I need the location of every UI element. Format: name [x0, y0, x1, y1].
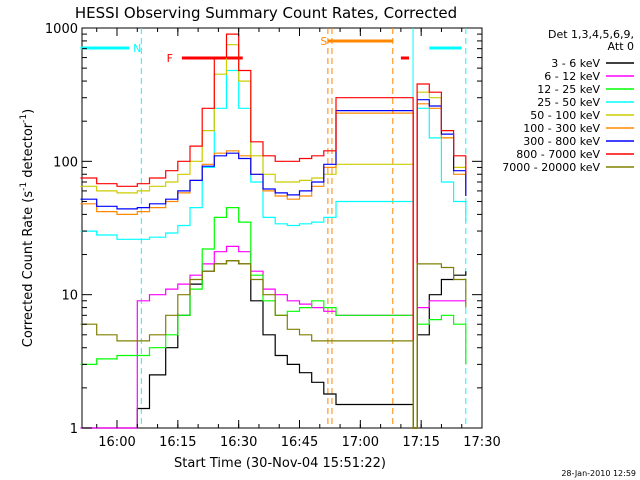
series-layer	[80, 33, 467, 429]
series-line	[80, 99, 467, 429]
x-tick-label: 16:00	[98, 435, 135, 450]
x-tick-label: 17:00	[342, 435, 379, 450]
legend-entry-label: 100 - 300 keV	[523, 122, 600, 135]
x-axis-ticks: 16:00 16:15 16:30 16:45 17:00 17:15 17:30	[96, 28, 501, 450]
x-axis-label: Start Time (30-Nov-04 15:51:22)	[174, 456, 386, 471]
x-tick-label: 16:30	[220, 435, 257, 450]
y-axis-label-part: )	[21, 109, 36, 114]
legend-entry-label: 7000 - 20000 keV	[502, 161, 600, 174]
y-axis-label-part: detector	[21, 122, 36, 182]
series-line	[80, 33, 467, 429]
x-tick-label: 16:15	[159, 435, 196, 450]
legend-entry-label: 25 - 50 keV	[537, 96, 600, 109]
y-tick-label: 10	[61, 289, 78, 304]
y-tick-label: 100	[53, 155, 78, 170]
series-line	[80, 260, 467, 429]
chart-title: HESSI Observing Summary Count Rates, Cor…	[75, 4, 457, 22]
flag-label: F	[167, 52, 173, 65]
plot-area: N F S	[80, 27, 483, 429]
legend-entry-label: 3 - 6 keV	[551, 57, 600, 70]
y-tick-label: 1	[70, 422, 78, 437]
flag-label: N	[133, 42, 141, 55]
x-tick-label: 17:30	[463, 435, 500, 450]
flag-label: S	[320, 35, 327, 48]
legend-entry-label: 800 - 7000 keV	[516, 148, 600, 161]
series-line	[80, 44, 467, 429]
legend-entry-label: 6 - 12 keV	[544, 70, 600, 83]
legend-header-line: Det 1,3,4,5,6,9,	[548, 28, 634, 41]
legend-header-line: Att 0	[608, 40, 634, 53]
y-tick-label: 1000	[45, 22, 78, 37]
y-axis-label-superscript: -1	[19, 114, 29, 123]
legend-entry-label: 50 - 100 keV	[530, 109, 600, 122]
y-axis-label: Corrected Count Rate (s-1 detector-1)	[19, 109, 36, 347]
series-line	[80, 69, 467, 429]
flags-layer: N F S	[80, 28, 467, 428]
series-line	[80, 260, 467, 429]
series-line	[80, 245, 466, 429]
x-tick-label: 17:15	[402, 435, 439, 450]
series-line	[80, 103, 467, 429]
plot-frame	[81, 27, 483, 429]
series-line	[80, 207, 467, 429]
y-axis-label-part: Corrected Count Rate (s	[21, 191, 36, 348]
y-axis-label-superscript: -1	[19, 182, 29, 191]
legend-entry-label: 300 - 800 keV	[523, 135, 600, 148]
y-axis-ticks: 1 10 100 1000	[45, 22, 482, 437]
x-tick-label: 16:45	[281, 435, 318, 450]
timestamp: 28-Jan-2010 12:59	[561, 469, 636, 478]
legend-entry-label: 12 - 25 keV	[537, 83, 600, 96]
